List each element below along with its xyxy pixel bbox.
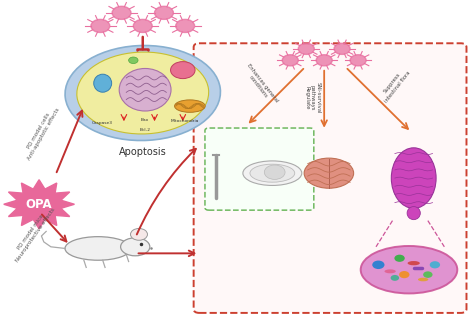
- Ellipse shape: [407, 207, 420, 220]
- Text: Apoptosis: Apoptosis: [119, 147, 167, 157]
- Circle shape: [423, 271, 433, 278]
- Text: OPA: OPA: [26, 198, 53, 211]
- FancyBboxPatch shape: [194, 43, 466, 313]
- Circle shape: [176, 19, 195, 32]
- Text: Mitochondria: Mitochondria: [171, 119, 200, 123]
- Ellipse shape: [119, 68, 171, 111]
- Circle shape: [91, 19, 110, 32]
- Text: Suppress
intestinal flora: Suppress intestinal flora: [379, 66, 411, 103]
- Ellipse shape: [418, 278, 428, 281]
- Text: Bax: Bax: [141, 117, 149, 121]
- Circle shape: [112, 6, 131, 19]
- Circle shape: [130, 228, 147, 240]
- Circle shape: [394, 255, 405, 262]
- Ellipse shape: [174, 100, 205, 112]
- Circle shape: [399, 271, 410, 278]
- Circle shape: [264, 165, 285, 180]
- Ellipse shape: [65, 46, 220, 141]
- Ellipse shape: [392, 148, 436, 208]
- Polygon shape: [4, 180, 74, 229]
- Circle shape: [372, 261, 384, 269]
- Text: Bcl-2: Bcl-2: [140, 128, 151, 132]
- Circle shape: [350, 55, 366, 66]
- Circle shape: [155, 6, 173, 19]
- Ellipse shape: [304, 158, 354, 188]
- Text: SNi-survival
pathways
Regulate: SNi-survival pathways Regulate: [304, 82, 321, 114]
- Circle shape: [316, 55, 332, 66]
- Text: Enhances general
conditions: Enhances general conditions: [242, 63, 279, 107]
- Ellipse shape: [361, 246, 457, 293]
- Ellipse shape: [384, 269, 396, 273]
- Circle shape: [430, 261, 440, 268]
- Text: PD model mice
Neuroprotective effects: PD model mice Neuroprotective effects: [10, 204, 56, 263]
- Text: PD model cells
Anti-apoptotic effects: PD model cells Anti-apoptotic effects: [22, 104, 61, 161]
- Circle shape: [334, 43, 350, 54]
- Ellipse shape: [120, 238, 150, 256]
- Circle shape: [128, 57, 138, 64]
- Circle shape: [298, 43, 314, 54]
- Circle shape: [391, 275, 399, 281]
- Ellipse shape: [65, 237, 131, 260]
- Ellipse shape: [77, 52, 209, 134]
- Circle shape: [171, 62, 195, 79]
- Text: Caspase3: Caspase3: [92, 121, 113, 125]
- FancyBboxPatch shape: [205, 128, 314, 210]
- Ellipse shape: [250, 164, 295, 182]
- Ellipse shape: [408, 261, 420, 265]
- Ellipse shape: [243, 161, 302, 185]
- Circle shape: [133, 19, 152, 32]
- Circle shape: [282, 55, 298, 66]
- Ellipse shape: [94, 74, 112, 92]
